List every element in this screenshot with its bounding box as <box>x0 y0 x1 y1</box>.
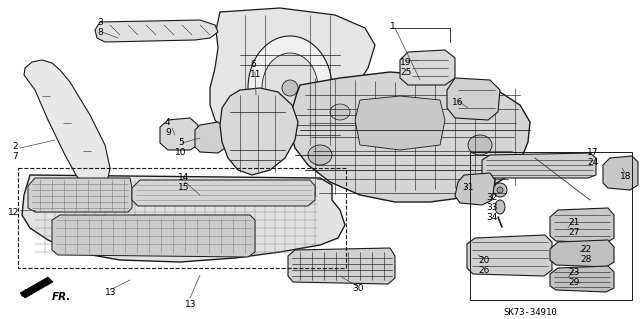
Polygon shape <box>24 60 110 188</box>
Ellipse shape <box>467 181 483 199</box>
Ellipse shape <box>95 244 105 252</box>
Polygon shape <box>20 277 53 298</box>
Text: 2: 2 <box>12 142 18 151</box>
Ellipse shape <box>569 245 595 261</box>
Ellipse shape <box>378 97 422 147</box>
Text: 16: 16 <box>452 98 463 107</box>
Ellipse shape <box>145 231 155 239</box>
Polygon shape <box>455 173 495 205</box>
Text: 24: 24 <box>587 158 598 167</box>
Text: 26: 26 <box>478 266 490 275</box>
Text: 25: 25 <box>400 68 412 77</box>
Ellipse shape <box>276 188 284 196</box>
Polygon shape <box>355 96 445 150</box>
Ellipse shape <box>330 104 350 120</box>
Text: 1: 1 <box>390 22 396 31</box>
Ellipse shape <box>465 88 485 108</box>
Polygon shape <box>160 118 198 150</box>
Polygon shape <box>550 208 614 243</box>
Text: 23: 23 <box>568 268 579 277</box>
Text: 27: 27 <box>568 228 579 237</box>
Text: 11: 11 <box>250 70 262 79</box>
Polygon shape <box>52 215 255 257</box>
Ellipse shape <box>450 100 470 116</box>
Polygon shape <box>132 180 315 206</box>
Ellipse shape <box>390 110 410 134</box>
Ellipse shape <box>207 132 217 144</box>
Ellipse shape <box>497 187 503 193</box>
Text: 12: 12 <box>8 208 19 217</box>
Polygon shape <box>195 122 225 153</box>
Ellipse shape <box>493 183 507 197</box>
Polygon shape <box>550 266 614 292</box>
Ellipse shape <box>243 110 273 150</box>
Ellipse shape <box>215 236 225 244</box>
Polygon shape <box>603 156 638 190</box>
Text: 28: 28 <box>580 255 591 264</box>
Text: 14: 14 <box>178 173 189 182</box>
Text: 21: 21 <box>568 218 579 227</box>
Polygon shape <box>28 178 132 212</box>
Text: FR.: FR. <box>52 292 72 302</box>
Text: 5: 5 <box>178 138 184 147</box>
Polygon shape <box>550 240 614 267</box>
Ellipse shape <box>262 53 318 123</box>
Text: 3: 3 <box>97 18 103 27</box>
Text: 33: 33 <box>486 203 497 212</box>
Polygon shape <box>95 20 218 42</box>
Ellipse shape <box>495 200 505 214</box>
Text: 31: 31 <box>462 183 474 192</box>
Text: 20: 20 <box>478 256 490 265</box>
Text: 29: 29 <box>568 278 579 287</box>
Text: 8: 8 <box>97 28 103 37</box>
Polygon shape <box>210 8 375 148</box>
Bar <box>470 152 632 300</box>
Ellipse shape <box>248 36 332 140</box>
Text: 13: 13 <box>105 288 116 297</box>
Polygon shape <box>447 78 500 120</box>
Ellipse shape <box>70 226 80 234</box>
Ellipse shape <box>501 248 519 262</box>
Ellipse shape <box>567 270 597 286</box>
Polygon shape <box>467 235 552 276</box>
Polygon shape <box>288 248 395 284</box>
Polygon shape <box>290 72 530 202</box>
Ellipse shape <box>50 191 60 199</box>
Ellipse shape <box>613 165 627 181</box>
Text: 34: 34 <box>486 213 497 222</box>
Text: 22: 22 <box>580 245 591 254</box>
Text: 17: 17 <box>587 148 598 157</box>
Text: 13: 13 <box>185 300 196 309</box>
Text: 7: 7 <box>12 152 18 161</box>
Text: 6: 6 <box>250 60 256 69</box>
Ellipse shape <box>468 135 492 155</box>
Ellipse shape <box>282 80 298 96</box>
Text: 4: 4 <box>165 118 171 127</box>
Polygon shape <box>220 88 298 175</box>
Ellipse shape <box>492 241 528 269</box>
Ellipse shape <box>191 188 199 196</box>
Polygon shape <box>482 153 596 178</box>
Text: 18: 18 <box>620 172 632 181</box>
Text: 32: 32 <box>486 193 497 202</box>
Bar <box>18 168 346 268</box>
Text: 19: 19 <box>400 58 412 67</box>
Text: 30: 30 <box>352 284 364 293</box>
Ellipse shape <box>567 215 597 235</box>
Ellipse shape <box>151 188 159 196</box>
Bar <box>232 118 287 140</box>
Polygon shape <box>22 175 345 262</box>
Ellipse shape <box>105 191 115 199</box>
Ellipse shape <box>308 145 332 165</box>
Ellipse shape <box>236 188 244 196</box>
Polygon shape <box>400 50 455 85</box>
Text: 15: 15 <box>178 183 189 192</box>
Text: SK73-34910: SK73-34910 <box>503 308 557 317</box>
Text: 9: 9 <box>165 128 171 137</box>
Text: 10: 10 <box>175 148 186 157</box>
